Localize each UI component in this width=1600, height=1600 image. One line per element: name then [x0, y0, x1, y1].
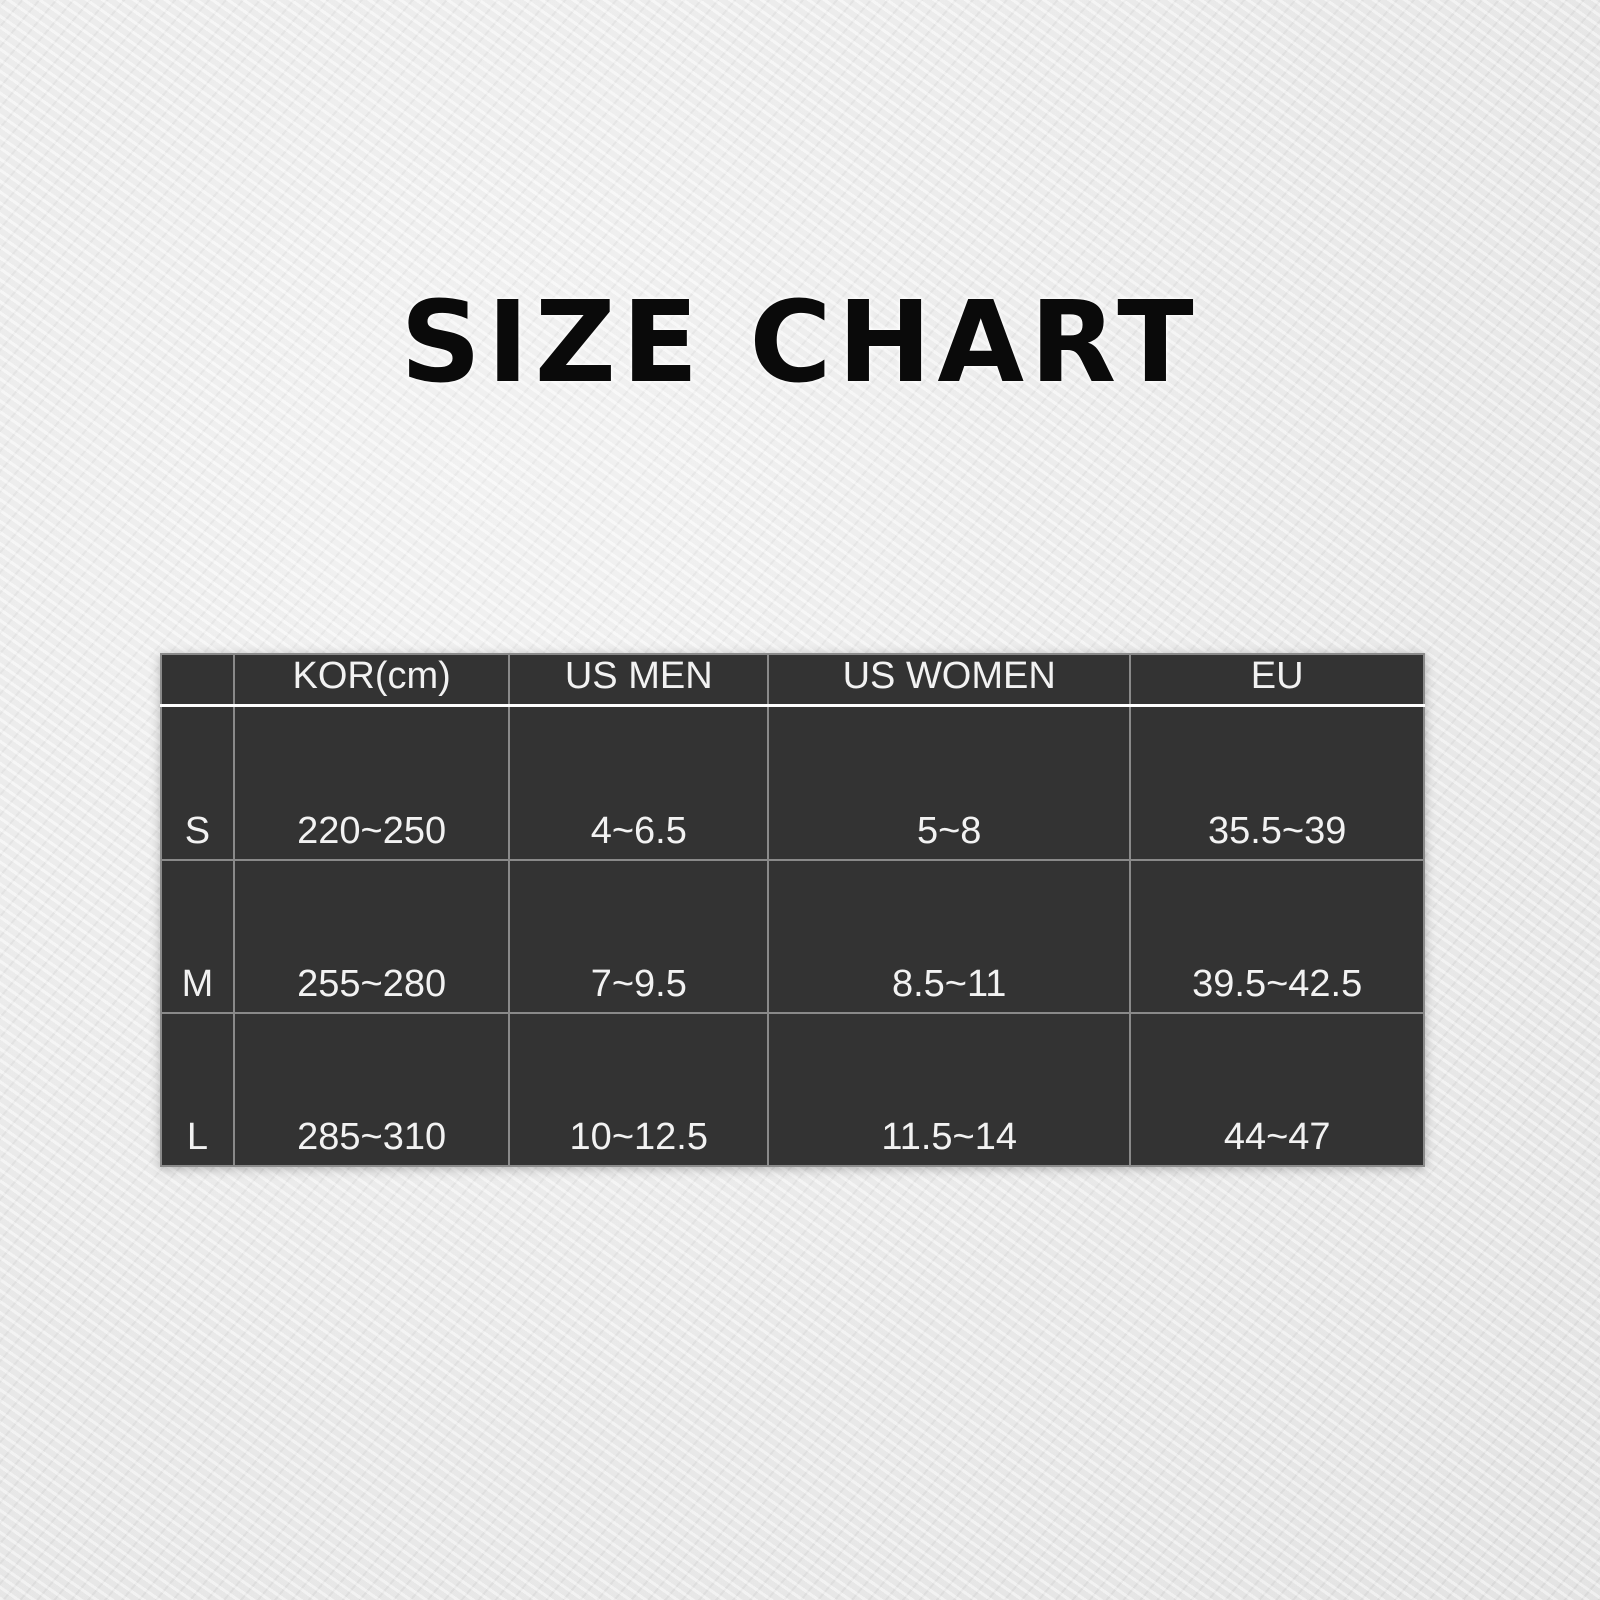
size-label: L — [160, 1012, 235, 1167]
header-cell — [160, 653, 235, 707]
table-cell: 8.5~11 — [767, 859, 1132, 1014]
table-cell: 10~12.5 — [508, 1012, 770, 1167]
header-row: KOR(cm) US MEN US WOMEN EU — [160, 653, 1425, 707]
table-cell: 285~310 — [232, 1012, 511, 1167]
table-cell: 255~280 — [232, 859, 511, 1014]
table-cell: 4~6.5 — [508, 704, 770, 861]
table-cell: 39.5~42.5 — [1129, 859, 1425, 1014]
table-cell: 7~9.5 — [508, 859, 770, 1014]
table-cell: 44~47 — [1129, 1012, 1425, 1167]
header-cell: US MEN — [508, 653, 770, 707]
table-row: S 220~250 4~6.5 5~8 35.5~39 — [160, 704, 1425, 861]
table-cell: 11.5~14 — [767, 1012, 1132, 1167]
header-cell: EU — [1129, 653, 1425, 707]
table-row: M 255~280 7~9.5 8.5~11 39.5~42.5 — [160, 859, 1425, 1014]
page-title: SIZE CHART — [400, 278, 1200, 408]
size-label: S — [160, 704, 235, 861]
header-cell: KOR(cm) — [232, 653, 511, 707]
table-cell: 35.5~39 — [1129, 704, 1425, 861]
table-cell: 5~8 — [767, 704, 1132, 861]
size-table: KOR(cm) US MEN US WOMEN EU S 220~250 4~6… — [160, 653, 1425, 1167]
table-row: L 285~310 10~12.5 11.5~14 44~47 — [160, 1012, 1425, 1167]
size-label: M — [160, 859, 235, 1014]
header-cell: US WOMEN — [767, 653, 1132, 707]
table-cell: 220~250 — [232, 704, 511, 861]
